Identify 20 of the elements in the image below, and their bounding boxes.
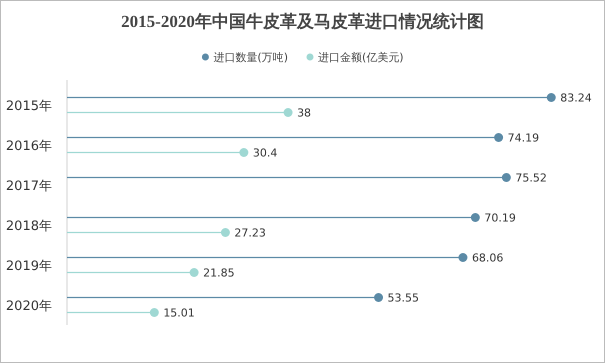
data-label: 75.52 — [515, 172, 547, 184]
y-tick-label: 2016年 — [6, 139, 52, 154]
y-tick-label: 2020年 — [6, 299, 52, 314]
data-label: 53.55 — [388, 292, 420, 304]
data-label: 27.23 — [234, 226, 266, 240]
chart-title: 2015-2020年中国牛皮革及马皮革进口情况统计图 — [121, 12, 484, 31]
y-tick-label: 2015年 — [6, 99, 52, 114]
data-label: 38 — [297, 106, 312, 120]
data-label: 70.19 — [484, 212, 516, 224]
data-label: 83.24 — [560, 92, 592, 104]
data-label: 21.85 — [203, 266, 235, 280]
y-tick-label: 2018年 — [6, 219, 52, 234]
y-tick-label: 2019年 — [6, 259, 52, 274]
data-label: 74.19 — [508, 132, 540, 144]
data-label: 68.06 — [472, 252, 504, 264]
legend-label: 进口金额(亿美元) — [318, 51, 404, 64]
legend-label: 进口数量(万吨) — [213, 51, 288, 64]
data-label: 15.01 — [163, 306, 195, 320]
y-tick-label: 2017年 — [6, 179, 52, 194]
data-label: 30.4 — [252, 146, 278, 160]
